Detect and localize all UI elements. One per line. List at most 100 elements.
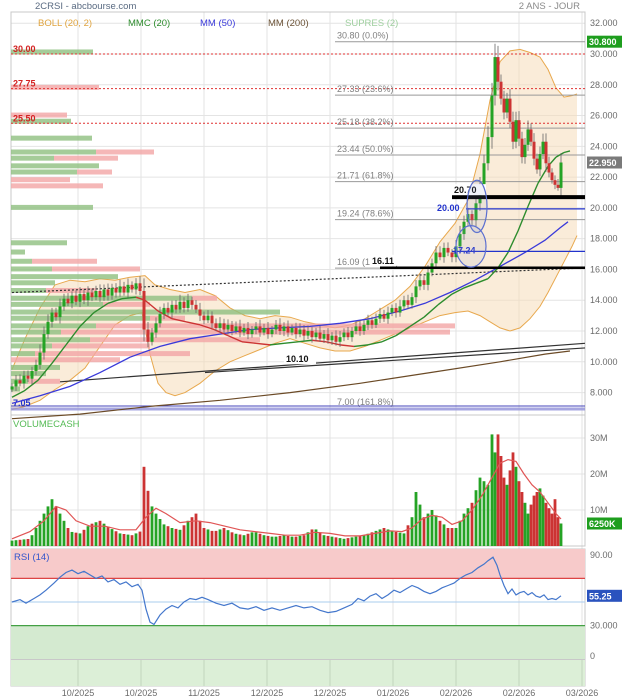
price-axis-tick: 16.000 [590, 264, 618, 274]
bottom-scroll-band[interactable]: 10/2025 10/2025 11/2025 12/2025 12/2025 01/20… [11, 660, 598, 698]
volume-bar [106, 526, 110, 546]
volume-profile-bar-down [54, 155, 118, 161]
fibonacci-label: 21.71 (61.8%) [337, 171, 394, 181]
volume-bar [374, 530, 378, 546]
legend-boll: BOLL (20, 2) [38, 18, 92, 29]
axis-price-badge [587, 156, 622, 169]
mmc20-segment [297, 339, 313, 343]
axis-price-badge [587, 589, 622, 602]
volume-bar [98, 520, 102, 546]
candle-body [202, 315, 206, 321]
candle-body [38, 352, 42, 365]
volume-bar [508, 470, 512, 546]
volume-bar [402, 533, 406, 546]
mmc20-segment [367, 341, 383, 346]
volume-bar [346, 538, 350, 546]
volume-bar [226, 530, 230, 546]
volume-profile-bar-up [11, 163, 99, 169]
candle-body [86, 292, 90, 301]
candle-body [386, 312, 390, 319]
candle-body [230, 324, 234, 332]
volume-bar [270, 536, 274, 546]
candle-body [214, 323, 218, 328]
volume-bar [238, 534, 242, 546]
price-axis-tick: 24.000 [590, 141, 618, 151]
candle-body [544, 141, 548, 164]
volume-profile-bar-down [11, 112, 67, 118]
mmc20-segment [23, 379, 39, 392]
candle-body [330, 335, 334, 341]
candle-body [126, 284, 130, 293]
volume-bar [182, 525, 186, 546]
candle-body [366, 320, 370, 325]
candle-body [474, 203, 478, 221]
legend-supres: SUPRES (2) [345, 18, 398, 29]
axis-badge-text: 30.800 [589, 37, 617, 47]
volume-bar [386, 529, 390, 546]
candle-body [374, 318, 378, 325]
price-panel: 30.00 27.75 25.50 10.10 30.80 (0.0%) 27.33 (2… [10, 31, 586, 420]
rsi-oversold-zone [11, 625, 585, 659]
candle-body [166, 307, 170, 313]
candle-body [378, 314, 382, 319]
volume-profile-bar-down [61, 329, 450, 335]
mmc20-segment [437, 293, 453, 306]
candle-body [547, 163, 551, 173]
volume-bar [499, 456, 503, 546]
candle-body [186, 300, 190, 308]
axis-badge-text: 22.950 [589, 158, 617, 168]
key-level-label: 20.70 [454, 185, 477, 195]
candle-body [274, 324, 278, 330]
trendline [59, 342, 586, 383]
key-level-label: 20.00 [437, 203, 460, 213]
candle-body [194, 304, 198, 310]
volume-bar [418, 504, 422, 546]
volume-profile-bar-up [11, 49, 93, 55]
candle-body [30, 371, 34, 379]
candle-body [362, 324, 366, 332]
volume-bar [34, 528, 38, 546]
volume-bar [559, 523, 563, 546]
volume-profile-bar-up [11, 288, 46, 294]
volume-bar [362, 535, 366, 546]
mmc20-segment [423, 304, 439, 318]
volume-profile-bar-down [150, 315, 185, 321]
mmc20-segment [65, 325, 81, 346]
volume-bar [242, 535, 246, 546]
candle-body [102, 289, 106, 298]
volume-bar [70, 531, 74, 546]
volume-bar [330, 536, 334, 546]
candle-body [34, 364, 38, 372]
volume-bar [338, 538, 342, 546]
volume-bar [10, 540, 14, 546]
volume-bar [544, 502, 548, 546]
volume-bar [366, 533, 370, 546]
candle-body [10, 386, 14, 390]
price-axis-tick: 26.000 [590, 111, 618, 121]
candle-body [114, 287, 118, 293]
volume-bar [234, 533, 238, 546]
trendline-label-bg [284, 353, 316, 365]
volume-bar [422, 517, 426, 546]
volume-bar [286, 535, 290, 546]
volume-profile-bar-down [192, 295, 217, 301]
trendline-label: 10.10 [286, 354, 309, 364]
volume-bar [370, 532, 374, 546]
volume-ma-line [11, 458, 562, 540]
mmc20-segment [451, 287, 465, 295]
volume-panel-label: VOLUMECASH [13, 419, 80, 430]
candle-body [422, 280, 426, 285]
candle-body [46, 321, 50, 335]
candle-body [250, 329, 254, 335]
candle-body [310, 331, 314, 338]
key-level-label: 17.24 [453, 245, 476, 255]
candle-body [190, 300, 194, 305]
volume-bar [42, 513, 46, 546]
volume-bar [170, 528, 174, 546]
volume-bar [190, 517, 194, 546]
key-level-label-bg [370, 254, 404, 266]
volume-profile-bar-up [11, 343, 52, 349]
candle-body [505, 98, 509, 113]
candle-body [338, 337, 342, 342]
